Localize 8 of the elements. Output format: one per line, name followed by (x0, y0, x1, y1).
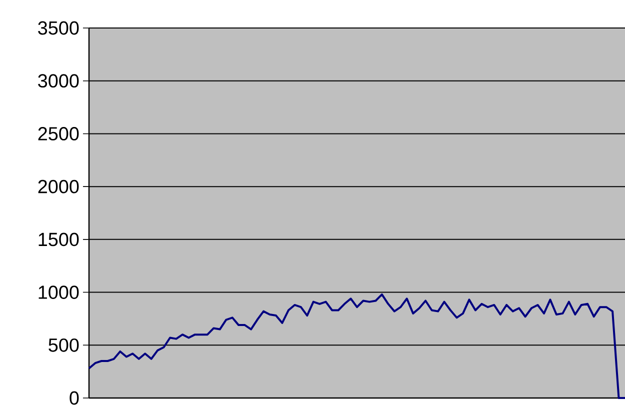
y-tick-label: 3500 (38, 21, 79, 35)
y-tick-label: 1500 (38, 232, 79, 246)
y-tick-label: 3000 (38, 74, 79, 88)
y-tick-label: 2000 (38, 180, 79, 194)
y-tick-label: 1000 (38, 286, 79, 299)
y-tick-label: 0 (70, 391, 79, 405)
y-tick-label: 500 (48, 338, 79, 352)
y-tick-label: 2500 (38, 127, 79, 140)
